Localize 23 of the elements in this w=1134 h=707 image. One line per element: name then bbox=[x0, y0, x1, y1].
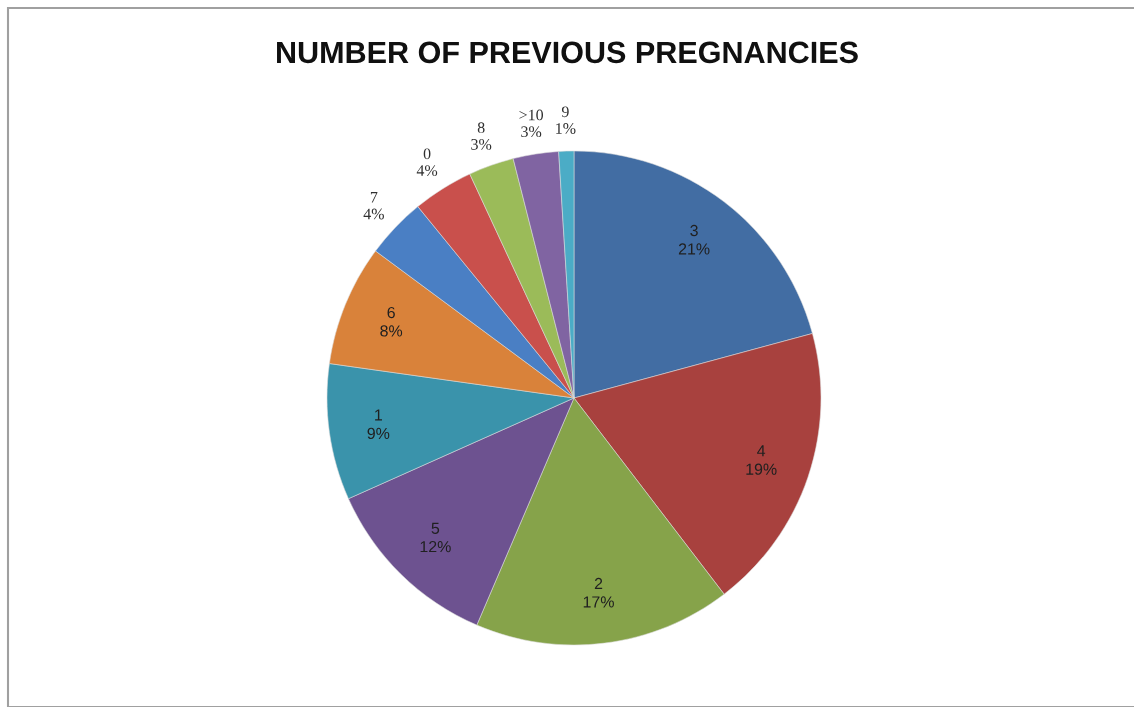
slice-label: 9 bbox=[561, 106, 569, 118]
data-label: 3% bbox=[471, 138, 492, 150]
slice-label: 0 bbox=[423, 148, 431, 160]
data-label: 4% bbox=[416, 165, 438, 176]
slice-label: 6 bbox=[387, 306, 395, 319]
data-label: 17% bbox=[583, 596, 614, 608]
data-label: 4% bbox=[363, 208, 384, 220]
data-label: 1% bbox=[556, 123, 576, 134]
slice-label: >10 bbox=[519, 109, 544, 121]
data-label: 19% bbox=[746, 463, 777, 475]
chart-title: NUMBER OF PREVIOUS PREGNANCIES bbox=[277, 41, 858, 64]
data-label: 12% bbox=[420, 540, 451, 553]
slice-label: 4 bbox=[757, 445, 766, 457]
slice-label: 5 bbox=[431, 522, 440, 534]
slice-label: 3 bbox=[690, 224, 698, 237]
slice-label: 8 bbox=[477, 122, 485, 134]
data-label: 21% bbox=[678, 243, 710, 255]
data-label: 8% bbox=[380, 325, 403, 337]
slice-label: 2 bbox=[594, 577, 603, 590]
data-label: 3% bbox=[521, 126, 542, 138]
slice-label: 7 bbox=[370, 192, 378, 203]
slice-label: 1 bbox=[375, 409, 382, 421]
data-label: 9% bbox=[367, 427, 390, 440]
